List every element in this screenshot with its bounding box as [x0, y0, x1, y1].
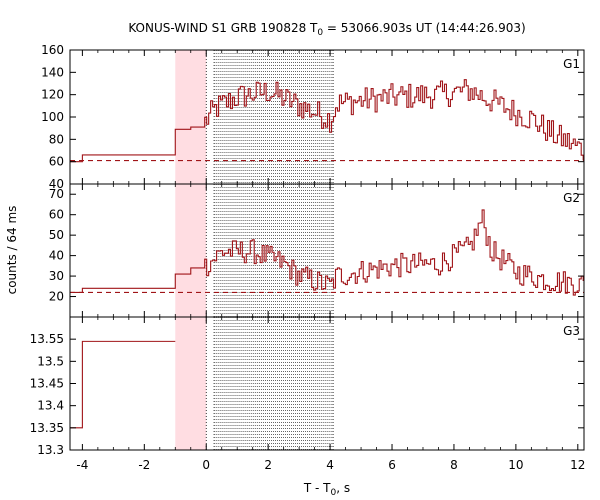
y-tick-label: 100 — [41, 110, 64, 124]
panel-label: G1 — [563, 57, 580, 71]
y-tick-label: 120 — [41, 88, 64, 102]
series-trace-g3 — [70, 340, 176, 429]
y-tick-label: 13.35 — [30, 421, 64, 435]
x-tick-label: -2 — [138, 458, 150, 472]
y-tick-label: 160 — [41, 43, 64, 57]
series-trace-g2 — [70, 209, 584, 296]
y-tick-label: 60 — [49, 208, 64, 222]
x-tick-label: 10 — [508, 458, 523, 472]
panel-label: G2 — [563, 191, 580, 205]
x-tick-label: 6 — [388, 458, 396, 472]
y-tick-label: 20 — [49, 290, 64, 304]
x-tick-label: 4 — [326, 458, 334, 472]
hatched-region — [213, 50, 334, 184]
panel-g2: 20 30 40 50 60 70 G2 — [49, 183, 585, 318]
y-tick-label: 13.3 — [37, 443, 64, 457]
title-main: KONUS-WIND S1 GRB 190828 T — [128, 21, 318, 35]
panel-g1: 40 60 80 100 120 140 160 G1 — [41, 43, 585, 191]
y-tick-label: 30 — [49, 269, 64, 283]
y-axis-label: counts / 64 ms — [5, 206, 19, 295]
title-rest: = 53066.903s UT (14:44:26.903) — [323, 21, 526, 35]
x-tick-label: 8 — [450, 458, 458, 472]
y-tick-label: 60 — [49, 155, 64, 169]
y-tick-label: 13.55 — [30, 332, 64, 346]
y-tick-label: 13.45 — [30, 377, 64, 391]
shaded-interval — [175, 184, 207, 317]
y-tick-label: 70 — [49, 187, 64, 201]
y-tick-label: 40 — [49, 249, 64, 263]
title-subscript: 0 — [317, 28, 323, 38]
x-tick-label: 2 — [264, 458, 272, 472]
y-tick-label: 40 — [49, 177, 64, 191]
y-tick-label: 13.4 — [37, 399, 64, 413]
hatched-region — [213, 317, 334, 450]
x-axis-label-subscript: 0 — [331, 488, 337, 498]
x-tick-label: 12 — [570, 458, 585, 472]
y-tick-label: 80 — [49, 132, 64, 146]
x-tick-label: -4 — [76, 458, 88, 472]
x-axis-label-main: T - T — [303, 481, 331, 495]
chart-title: KONUS-WIND S1 GRB 190828 T0 = 53066.903s… — [128, 21, 525, 38]
shaded-interval — [175, 317, 207, 450]
panel-label: G3 — [563, 324, 580, 338]
y-tick-label: 50 — [49, 228, 64, 242]
x-tick-label: 0 — [202, 458, 210, 472]
x-axis-label-rest: , s — [336, 481, 350, 495]
shaded-interval — [175, 50, 207, 184]
x-axis-label: T - T0, s — [303, 481, 350, 498]
series-trace-g1 — [70, 79, 584, 163]
panel-g3: 13.3 13.35 13.4 13.45 13.5 13.55 G3 -4 -2 0 2 4 6 8 10… — [30, 316, 585, 472]
y-tick-label: 13.5 — [37, 354, 64, 368]
y-tick-label: 140 — [41, 65, 64, 79]
